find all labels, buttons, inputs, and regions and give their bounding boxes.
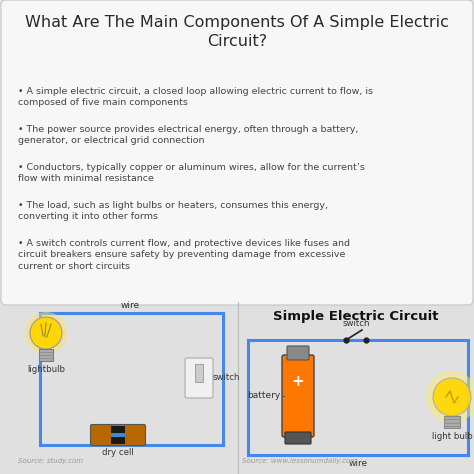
Text: Source: study.com: Source: study.com bbox=[18, 458, 83, 464]
FancyBboxPatch shape bbox=[282, 355, 314, 437]
Text: wire: wire bbox=[348, 459, 367, 468]
Text: • Conductors, typically copper or aluminum wires, allow for the current’s
flow w: • Conductors, typically copper or alumin… bbox=[18, 163, 365, 183]
Text: battery: battery bbox=[247, 392, 280, 401]
Text: wire: wire bbox=[120, 301, 139, 310]
Bar bbox=[0, 302, 474, 474]
Bar bbox=[111, 426, 125, 444]
Text: Source: www.lessonumdaily.com: Source: www.lessonumdaily.com bbox=[242, 458, 357, 464]
Text: lightbulb: lightbulb bbox=[27, 365, 65, 374]
Text: What Are The Main Components Of A Simple Electric
Circuit?: What Are The Main Components Of A Simple… bbox=[25, 15, 449, 49]
Bar bbox=[444, 416, 460, 428]
FancyBboxPatch shape bbox=[1, 0, 473, 305]
Text: Simple Electric Circuit: Simple Electric Circuit bbox=[273, 310, 439, 323]
Text: +: + bbox=[292, 374, 304, 389]
FancyBboxPatch shape bbox=[91, 425, 146, 446]
Circle shape bbox=[426, 371, 474, 423]
Bar bbox=[39, 349, 53, 361]
Circle shape bbox=[30, 317, 62, 349]
FancyBboxPatch shape bbox=[285, 432, 311, 444]
Text: light bulb: light bulb bbox=[432, 432, 473, 441]
Text: switch: switch bbox=[342, 319, 370, 328]
Text: dry cell: dry cell bbox=[102, 448, 134, 457]
Bar bbox=[111, 433, 125, 437]
Circle shape bbox=[433, 378, 471, 416]
Text: • The power source provides electrical energy, often through a battery,
generato: • The power source provides electrical e… bbox=[18, 125, 358, 146]
Text: switch: switch bbox=[213, 374, 240, 383]
Text: • The load, such as light bulbs or heaters, consumes this energy,
converting it : • The load, such as light bulbs or heate… bbox=[18, 201, 328, 221]
Text: • A simple electric circuit, a closed loop allowing electric current to flow, is: • A simple electric circuit, a closed lo… bbox=[18, 87, 373, 108]
FancyBboxPatch shape bbox=[287, 346, 309, 360]
Bar bbox=[195, 364, 203, 382]
Circle shape bbox=[25, 312, 67, 354]
Text: • A switch controls current flow, and protective devices like fuses and
circuit : • A switch controls current flow, and pr… bbox=[18, 239, 350, 271]
FancyBboxPatch shape bbox=[185, 358, 213, 398]
